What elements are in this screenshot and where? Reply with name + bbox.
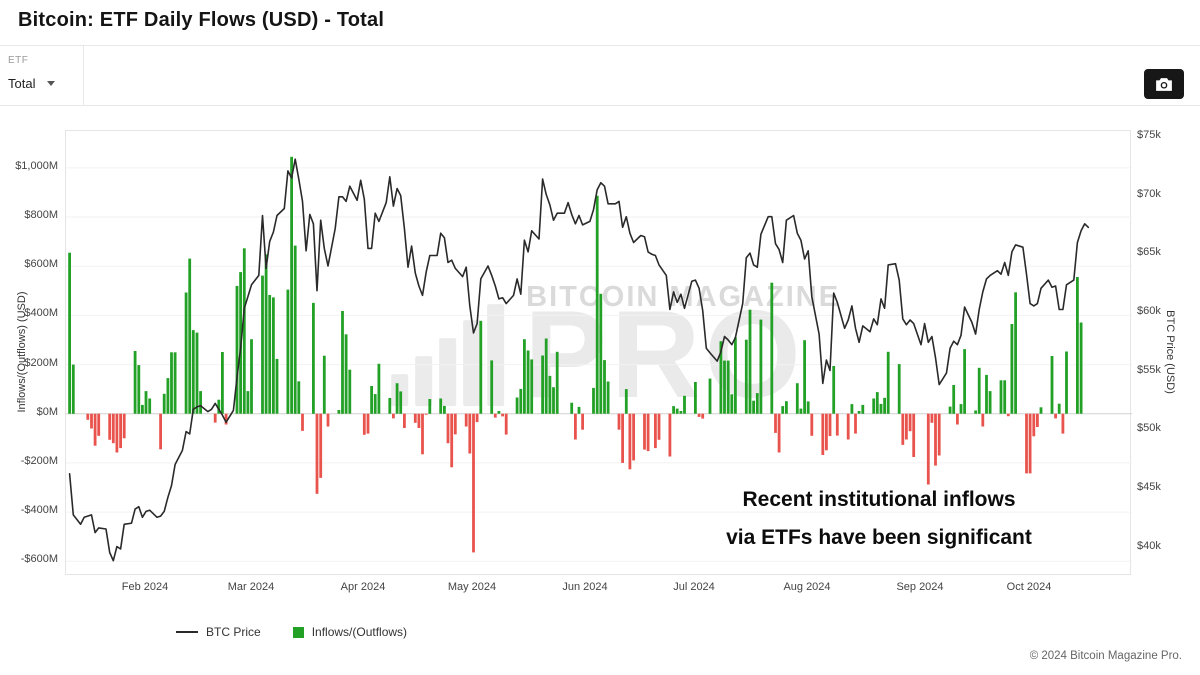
right-axis-tick-label: $40k xyxy=(1137,540,1161,552)
left-axis-tick-label: -$600M xyxy=(20,553,58,565)
chevron-down-icon xyxy=(47,81,56,86)
legend-label-btc: BTC Price xyxy=(206,625,261,639)
left-axis-tick-label: $1,000M xyxy=(15,160,58,172)
x-axis-tick-label: Sep 2024 xyxy=(896,581,944,593)
right-axis-tick-label: $75k xyxy=(1137,129,1161,141)
right-axis-tick-label: $45k xyxy=(1137,481,1161,493)
camera-icon xyxy=(1156,77,1172,91)
divider xyxy=(0,45,1200,46)
etf-filter-value: Total xyxy=(8,76,36,91)
flows-price-chart[interactable] xyxy=(66,131,1132,576)
chart-legend: BTC Price Inflows/(Outflows) xyxy=(176,625,407,639)
copyright-text: © 2024 Bitcoin Magazine Pro. xyxy=(1029,650,1182,662)
legend-label-flows: Inflows/(Outflows) xyxy=(311,625,408,639)
x-axis-tick-label: Jun 2024 xyxy=(562,581,608,593)
legend-item-flows[interactable]: Inflows/(Outflows) xyxy=(292,625,408,639)
left-axis-tick-label: $200M xyxy=(24,357,58,369)
page-title: Bitcoin: ETF Daily Flows (USD) - Total xyxy=(18,9,385,31)
right-axis-tick-label: $70k xyxy=(1137,188,1161,200)
btc-price-line xyxy=(68,158,1090,562)
gridlines xyxy=(66,167,1132,562)
screenshot-button[interactable] xyxy=(1144,69,1184,99)
x-axis-tick-label: May 2024 xyxy=(447,581,497,593)
x-axis-tick-label: Feb 2024 xyxy=(121,581,169,593)
left-axis-tick-label: $600M xyxy=(24,258,58,270)
flows-square-swatch-icon xyxy=(292,626,304,638)
x-axis-tick-label: Oct 2024 xyxy=(1006,581,1052,593)
x-axis-tick-label: Apr 2024 xyxy=(340,581,386,593)
x-axis-tick-label: Jul 2024 xyxy=(673,581,715,593)
chart-plot-area[interactable]: BITCOIN MAGAZINE PRO Recent institutiona… xyxy=(65,130,1132,576)
left-axis-tick-label: $800M xyxy=(24,209,58,221)
left-axis-title: Inflows/(Outflows) (USD) xyxy=(16,291,28,413)
right-axis-title: BTC Price (USD) xyxy=(1164,310,1176,394)
right-axis-tick-label: $55k xyxy=(1137,364,1161,376)
etf-filter-label: ETF xyxy=(8,55,29,66)
right-axis-tick-label: $65k xyxy=(1137,246,1161,258)
legend-item-btc-price[interactable]: BTC Price xyxy=(176,625,261,639)
btc-line-swatch-icon xyxy=(176,631,198,633)
left-axis-tick-label: $0M xyxy=(36,406,58,418)
x-axis-tick-label: Mar 2024 xyxy=(227,581,275,593)
etf-filter-dropdown[interactable]: Total xyxy=(8,76,56,91)
left-axis-tick-label: $400M xyxy=(24,307,58,319)
flow-bars xyxy=(68,156,1083,553)
left-axis-tick-label: -$400M xyxy=(20,504,58,516)
divider xyxy=(83,46,84,105)
left-axis-tick-label: -$200M xyxy=(20,455,58,467)
divider xyxy=(0,105,1200,106)
right-axis-tick-label: $50k xyxy=(1137,422,1161,434)
x-axis-tick-label: Aug 2024 xyxy=(783,581,831,593)
right-axis-tick-label: $60k xyxy=(1137,305,1161,317)
